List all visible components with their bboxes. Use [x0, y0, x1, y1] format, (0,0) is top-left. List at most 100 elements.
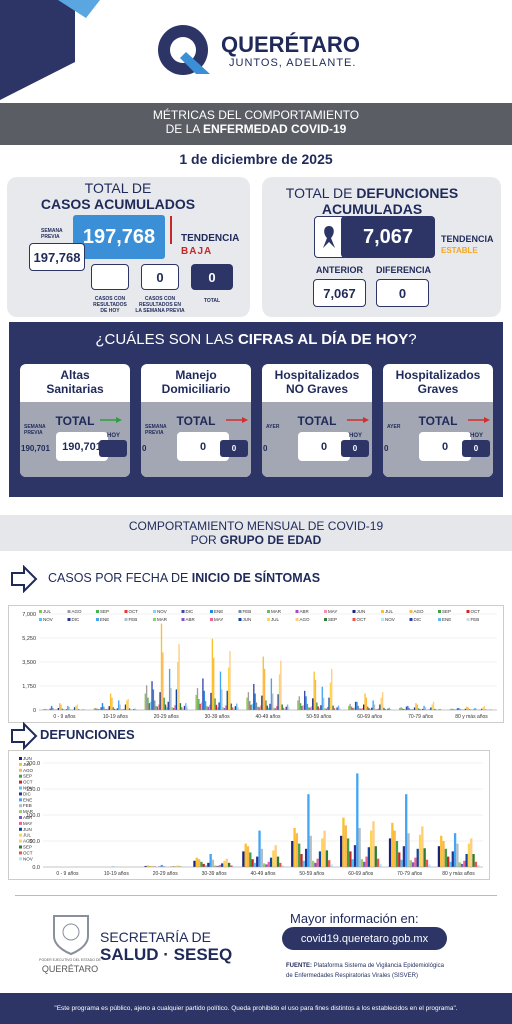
ribbon-box — [314, 216, 344, 258]
bar — [144, 693, 146, 710]
bar — [291, 841, 294, 867]
text: de Enfermedades Respiratorias Virales (S… — [286, 973, 418, 979]
bar — [210, 692, 212, 710]
x-tick-label: 10-19 años — [103, 714, 129, 720]
bar — [466, 706, 468, 710]
legend-swatch — [381, 610, 384, 613]
legend-label: JUL — [271, 617, 279, 622]
bar — [467, 707, 469, 710]
banner-line: DE LA ENFERMEDAD COVID-19 — [0, 122, 512, 136]
legend-label: MAY — [23, 821, 32, 826]
bar — [164, 704, 167, 710]
bar — [251, 859, 254, 867]
y-tick-label: 200.0 — [26, 761, 40, 767]
bar — [363, 861, 366, 867]
bar — [274, 845, 277, 867]
card-title: Hospitalizados Graves — [383, 368, 493, 396]
legend-swatch — [19, 768, 22, 772]
bar — [456, 708, 459, 710]
url[interactable]: covid19.queretaro.gob.mx — [282, 927, 447, 950]
bar — [417, 708, 420, 710]
bar — [281, 704, 283, 710]
bar — [379, 863, 382, 867]
bar — [311, 860, 315, 867]
prev-label: AYER — [387, 424, 401, 430]
cases-previous: 197,768 — [29, 243, 85, 271]
text: ACUMULADAS — [321, 201, 423, 217]
x-tick-label: 20-29 años — [153, 871, 179, 877]
bar — [171, 707, 173, 710]
legend-label: AGO — [414, 609, 425, 614]
bar — [246, 846, 250, 867]
prev-label: SEMANA PREVIA — [24, 424, 46, 436]
bar — [178, 644, 180, 710]
legend-swatch — [267, 618, 270, 621]
legend-swatch — [19, 804, 22, 808]
bar — [401, 708, 404, 710]
bar — [316, 702, 318, 710]
trend-arrow — [226, 417, 248, 423]
arrow-icon — [11, 722, 38, 750]
card-title-line: Domiciliario — [161, 382, 231, 396]
legend-label: NOV — [157, 609, 167, 614]
today-card: Manejo Domiciliario TOTAL SEMANA PREVIA 0 0 0 — [141, 364, 251, 477]
bar — [298, 696, 300, 710]
right-value: 0 — [220, 440, 248, 457]
bar — [279, 862, 282, 867]
bar — [405, 794, 408, 867]
legend-label: NOV — [23, 856, 33, 861]
bar — [451, 851, 454, 867]
bar — [324, 708, 326, 710]
legend-swatch — [39, 618, 42, 621]
bar — [166, 707, 168, 710]
y-tick-label: 3,500 — [22, 660, 36, 666]
trend-arrow — [468, 417, 490, 423]
bar — [336, 707, 338, 710]
source: FUENTE: Plataforma Sistema de Vigilancia… — [286, 961, 444, 981]
bar — [416, 848, 419, 867]
bar — [352, 707, 354, 710]
bar — [422, 708, 424, 710]
bar — [246, 697, 248, 710]
bar — [247, 692, 250, 710]
bar — [381, 692, 384, 710]
trend-arrow — [347, 417, 369, 423]
bar — [258, 707, 260, 710]
bar — [107, 708, 109, 710]
bar — [459, 708, 461, 710]
bar — [444, 848, 448, 867]
bar — [197, 859, 201, 867]
legend-label: DIC — [72, 617, 81, 622]
x-tick-label: 0 - 9 años — [53, 714, 76, 720]
total-label: TOTAL — [176, 414, 216, 428]
bar — [118, 700, 120, 710]
bar — [358, 708, 361, 710]
legend-label: DIC — [23, 791, 32, 796]
bar — [49, 708, 51, 710]
bar — [68, 707, 70, 710]
bar — [181, 707, 183, 710]
label: TENDENCIA — [181, 233, 240, 244]
section-heading: DEFUNCIONES — [40, 727, 135, 742]
banner-line: MÉTRICAS DEL COMPORTAMIENTO — [152, 108, 360, 122]
bar — [335, 709, 337, 710]
bar — [407, 705, 409, 710]
legend-label: OCT — [129, 609, 139, 614]
bar — [475, 708, 477, 710]
y-tick-label: 5,250 — [22, 636, 36, 642]
bar — [223, 708, 226, 710]
bar — [174, 865, 177, 867]
bar — [230, 703, 232, 710]
card-title: Altas Sanitarias — [20, 368, 130, 396]
y-tick-label: 150.0 — [26, 787, 40, 793]
x-tick-label: 30-39 años — [202, 871, 228, 877]
bar — [305, 696, 307, 710]
bar — [276, 856, 280, 867]
bar — [470, 838, 473, 867]
prev-value: 0 — [263, 444, 268, 453]
legend-label: SEP — [23, 845, 32, 850]
bar — [203, 690, 205, 710]
bar — [391, 822, 394, 867]
legend-swatch — [19, 827, 22, 831]
bar — [256, 856, 259, 867]
